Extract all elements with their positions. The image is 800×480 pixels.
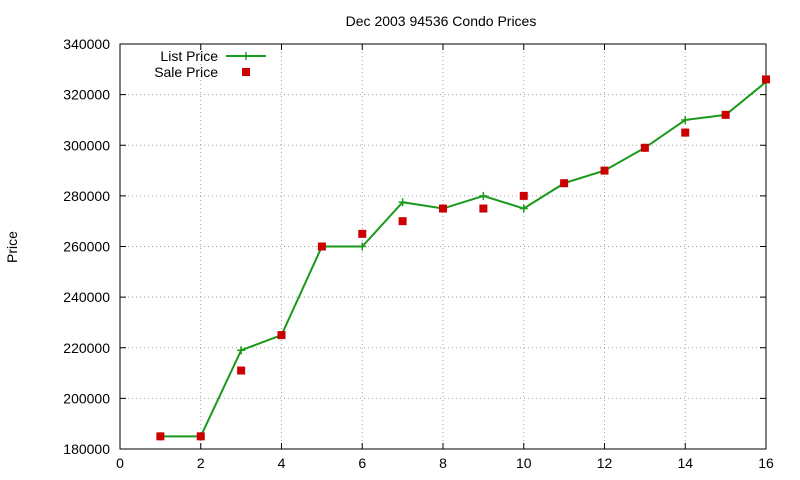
- sale-price-point: [721, 110, 730, 119]
- legend-label: List Price: [160, 48, 218, 64]
- list-price-line: [160, 81, 767, 438]
- sale-price-point: [560, 179, 569, 188]
- axes: 0 2 4 6 8 10 12 14 16 180000 200000 220000 240000 260…: [63, 36, 774, 471]
- sale-price-point: [681, 128, 690, 137]
- y-tick-label: 200000: [63, 390, 110, 406]
- series-list-price: [156, 77, 770, 441]
- legend-plus-swatch: [242, 52, 250, 60]
- y-tick-label: 180000: [63, 441, 110, 457]
- list-price-point: [358, 242, 367, 251]
- y-tick-label: 260000: [63, 239, 110, 255]
- sale-price-point: [237, 366, 246, 375]
- y-tick-label: 280000: [63, 188, 110, 204]
- y-tick-label: 220000: [63, 340, 110, 356]
- sale-price-point: [317, 242, 326, 251]
- sale-price-point: [156, 432, 165, 441]
- series-layer: [156, 75, 770, 441]
- legend-square-swatch: [242, 68, 250, 76]
- x-tick-label: 6: [358, 455, 366, 471]
- x-tick-label: 4: [278, 455, 286, 471]
- list-price-point: [519, 204, 528, 213]
- legend-label: Sale Price: [154, 64, 218, 80]
- grid: [120, 44, 766, 449]
- y-tick-label: 300000: [63, 137, 110, 153]
- sale-price-point: [479, 204, 488, 213]
- x-tick-label: 12: [597, 455, 613, 471]
- sale-price-point: [358, 229, 367, 238]
- sale-price-point: [196, 432, 205, 441]
- x-tick-label: 10: [516, 455, 532, 471]
- list-price-point: [681, 115, 690, 124]
- sale-price-point: [439, 204, 447, 213]
- x-tick-label: 16: [758, 455, 774, 471]
- y-tick-label: 240000: [63, 289, 110, 305]
- y-tick-label: 340000: [63, 36, 110, 52]
- y-axis-label: Price: [4, 231, 20, 263]
- list-price-point: [237, 346, 246, 355]
- sale-price-point: [398, 217, 407, 226]
- sale-price-point: [277, 331, 286, 340]
- y-tick-label: 320000: [63, 87, 110, 103]
- series-sale-price: [156, 75, 770, 441]
- x-tick-label: 0: [116, 455, 124, 471]
- sale-price-point: [519, 191, 528, 200]
- list-price-point: [398, 198, 407, 207]
- sale-price-point: [640, 143, 649, 152]
- x-tick-label: 14: [677, 455, 693, 471]
- sale-price-point: [600, 166, 609, 175]
- x-tick-label: 8: [439, 455, 447, 471]
- list-price-point: [479, 191, 488, 200]
- x-tick-label: 2: [197, 455, 205, 471]
- sale-price-point: [762, 75, 770, 84]
- chart-title: Dec 2003 94536 Condo Prices: [346, 13, 537, 29]
